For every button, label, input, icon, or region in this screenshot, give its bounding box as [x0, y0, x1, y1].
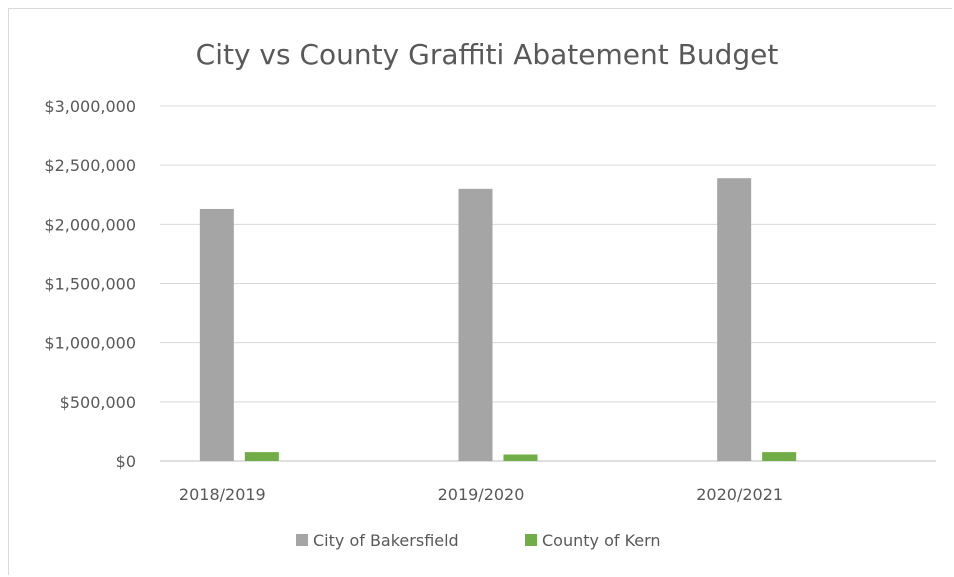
- bar-city: [717, 178, 752, 461]
- chart-frame: [8, 8, 952, 575]
- chart-title: City vs County Graffiti Abatement Budget: [196, 38, 779, 71]
- x-tick-label: 2018/2019: [179, 485, 266, 504]
- legend-label: County of Kern: [542, 531, 661, 550]
- y-tick-label: $0: [116, 452, 136, 471]
- x-tick-label: 2019/2020: [438, 485, 525, 504]
- y-tick-label: $1,000,000: [44, 334, 136, 353]
- y-tick-label: $1,500,000: [44, 275, 136, 294]
- y-tick-label: $2,500,000: [44, 156, 136, 175]
- legend-label: City of Bakersfield: [313, 531, 459, 550]
- bar-county: [244, 452, 279, 461]
- bar-county: [503, 454, 538, 461]
- legend: City of Bakersfield County of Kern: [296, 531, 661, 550]
- legend-swatch: [525, 534, 537, 546]
- bar-city: [199, 208, 234, 461]
- gridlines: [160, 105, 936, 462]
- bar-city: [458, 188, 493, 462]
- y-axis-ticks: $0 $500,000 $1,000,000 $1,500,000 $2,000,000…: [44, 97, 136, 471]
- legend-swatch: [296, 534, 308, 546]
- bars: [199, 178, 797, 462]
- x-tick-label: 2020/2021: [696, 485, 783, 504]
- y-tick-label: $3,000,000: [44, 97, 136, 116]
- x-axis-ticks: 2018/2019 2019/2020 2020/2021: [179, 485, 783, 504]
- bar-county: [762, 452, 797, 461]
- y-tick-label: $2,000,000: [44, 215, 136, 234]
- y-tick-label: $500,000: [60, 393, 136, 412]
